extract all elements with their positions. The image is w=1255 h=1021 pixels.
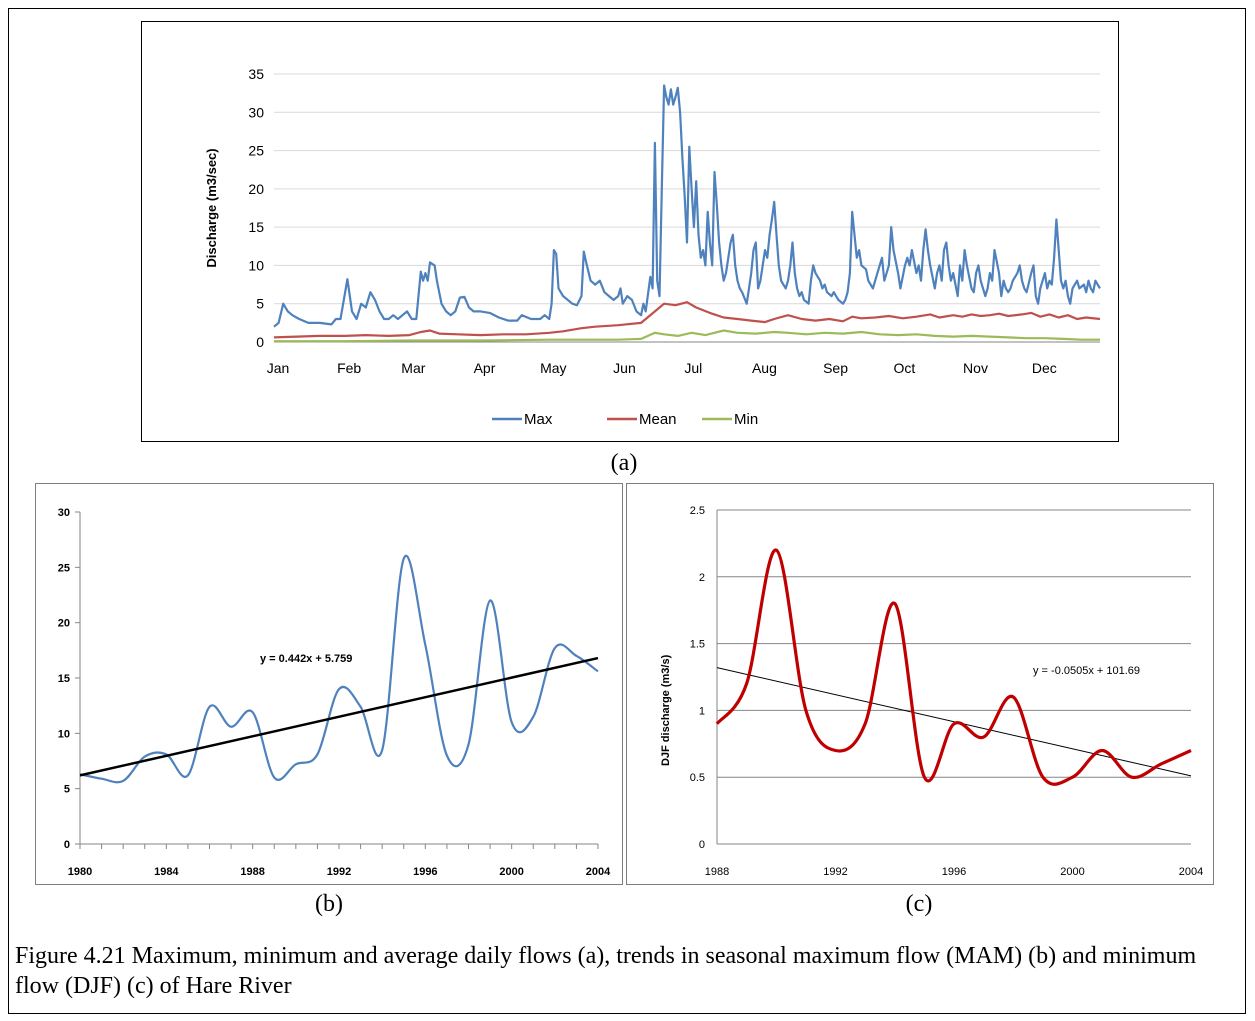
y-tick-label-3: 15 xyxy=(248,219,264,235)
y-tick-label-7: 35 xyxy=(248,66,264,82)
y-tick-label-6: 30 xyxy=(58,507,70,519)
x-tick-label-1992: 1992 xyxy=(823,866,847,878)
y-tick-label-0: 0 xyxy=(64,839,70,851)
y-tick-label-0: 0 xyxy=(256,334,264,350)
y-tick-label-1: 5 xyxy=(256,296,264,312)
series-line-min xyxy=(274,329,1100,343)
trendline xyxy=(79,656,599,777)
y-tick-label-4: 20 xyxy=(58,618,70,630)
x-tick-label-aug: Aug xyxy=(752,360,777,376)
sub-label-a: (a) xyxy=(610,450,638,476)
series-line-mean xyxy=(273,301,1101,339)
x-tick-label-feb: Feb xyxy=(337,360,361,376)
x-tick-label-1988: 1988 xyxy=(240,866,264,878)
x-tick-label-sep: Sep xyxy=(823,360,848,376)
y-axis-title: Discharge (m3/sec) xyxy=(204,148,219,267)
x-tick-label-1992: 1992 xyxy=(327,866,351,878)
x-tick-label-2000: 2000 xyxy=(1060,866,1084,878)
chart-panel-a: 0 5 10 15 20 25 30 35 Jan Feb Mar Apr May Jun Jul Aug Se… xyxy=(141,21,1119,442)
x-tick-label-jan: Jan xyxy=(267,360,290,376)
x-tick-label-1988: 1988 xyxy=(705,866,729,878)
legend-label-mean: Mean xyxy=(639,411,677,428)
x-tick-label-1980: 1980 xyxy=(68,866,92,878)
legend-label-min: Min xyxy=(734,411,758,428)
y-tick-label-2: 1 xyxy=(699,705,705,717)
y-tick-label-3: 15 xyxy=(58,673,70,685)
series-line-max xyxy=(273,84,1101,328)
series-line-mam-max xyxy=(79,554,599,784)
x-tick-label-mar: Mar xyxy=(401,360,425,376)
y-tick-label-1: 5 xyxy=(64,784,70,796)
figure-frame: 0 5 10 15 20 25 30 35 Jan Feb Mar Apr May Jun Jul Aug Se… xyxy=(8,8,1246,1014)
chart-a-svg: 0 5 10 15 20 25 30 35 Jan Feb Mar Apr May Jun Jul Aug Se… xyxy=(204,66,1101,428)
x-tick-label-jun: Jun xyxy=(613,360,636,376)
y-tick-label-0: 0 xyxy=(699,839,705,851)
chart-panel-b: 0 5 10 15 20 25 30 1980 1984 1988 1992 1996 2000 2004… xyxy=(35,483,623,885)
x-tick-label-jul: Jul xyxy=(684,360,702,376)
y-tick-label-4: 2 xyxy=(699,572,705,584)
y-tick-label-5: 25 xyxy=(58,562,70,574)
y-axis-title: DJF discharge (m3/s) xyxy=(660,654,672,766)
y-tick-label-1: 0.5 xyxy=(690,772,705,784)
y-tick-label-2: 10 xyxy=(58,728,70,740)
y-tick-label-6: 30 xyxy=(248,104,264,120)
x-tick-label-2000: 2000 xyxy=(499,866,523,878)
x-tick-label-apr: Apr xyxy=(474,360,496,376)
legend-label-max: Max xyxy=(524,411,553,428)
x-tick-label-1984: 1984 xyxy=(154,866,179,878)
y-tick-label-2: 10 xyxy=(248,257,264,273)
trendline xyxy=(716,667,1192,777)
y-tick-label-4: 20 xyxy=(248,181,264,197)
sub-label-c: (c) xyxy=(905,891,933,917)
trendline-equation: y = 0.442x + 5.759 xyxy=(260,653,352,665)
x-tick-label-1996: 1996 xyxy=(942,866,966,878)
figure-caption: Figure 4.21 Maximum, minimum and average… xyxy=(15,943,1197,999)
x-tick-label-may: May xyxy=(540,360,566,376)
y-tick-label-5: 2.5 xyxy=(690,505,705,517)
chart-b-svg: 0 5 10 15 20 25 30 1980 1984 1988 1992 1996 2000 2004… xyxy=(58,507,611,878)
x-tick-label-nov: Nov xyxy=(963,360,988,376)
chart-panel-c: 0 0.5 1 1.5 2 2.5 1988 1992 1996 2000 2004 DJF disc… xyxy=(626,483,1214,885)
x-tick-label-oct: Oct xyxy=(893,360,915,376)
sub-label-b: (b) xyxy=(315,891,343,917)
trendline-equation: y = -0.0505x + 101.69 xyxy=(1033,665,1140,677)
x-tick-label-2004: 2004 xyxy=(1179,866,1203,878)
y-tick-label-5: 25 xyxy=(248,143,264,159)
series-line-djf-min xyxy=(715,548,1192,786)
x-tick-label-2004: 2004 xyxy=(586,866,611,878)
y-tick-label-3: 1.5 xyxy=(690,639,705,651)
x-tick-label-1996: 1996 xyxy=(413,866,437,878)
x-tick-label-dec: Dec xyxy=(1032,360,1057,376)
chart-c-svg: 0 0.5 1 1.5 2 2.5 1988 1992 1996 2000 2004 DJF disc… xyxy=(660,505,1203,878)
